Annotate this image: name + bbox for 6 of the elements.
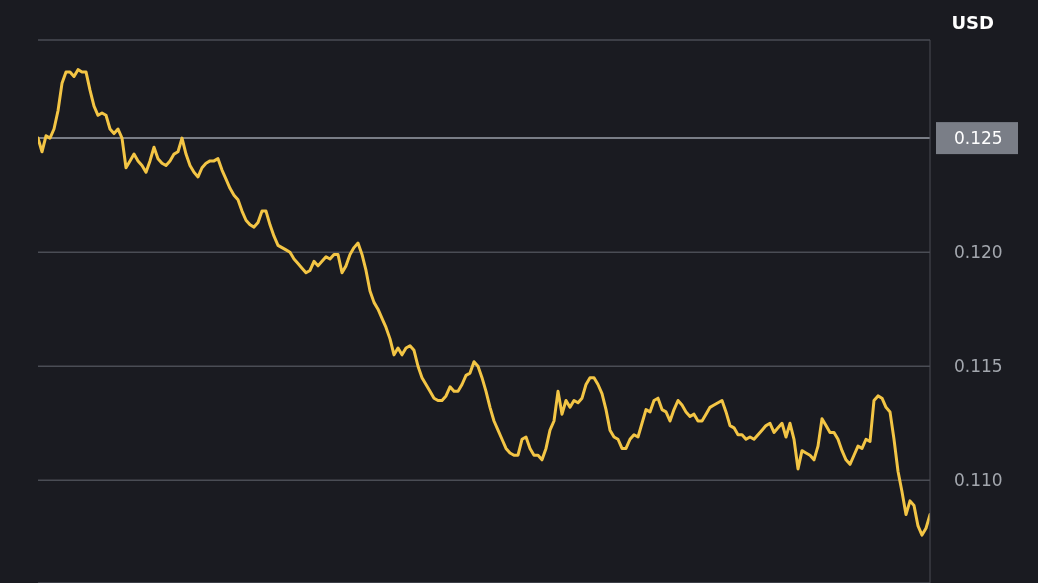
y-tick-label: 0.125 xyxy=(954,128,1003,149)
line-series xyxy=(38,68,930,537)
y-tick-label: 0.120 xyxy=(954,242,1003,263)
y-tick-label: 0.115 xyxy=(954,356,1003,377)
y-axis-title: USD xyxy=(951,12,994,33)
y-tick-label: 0.110 xyxy=(954,470,1003,491)
